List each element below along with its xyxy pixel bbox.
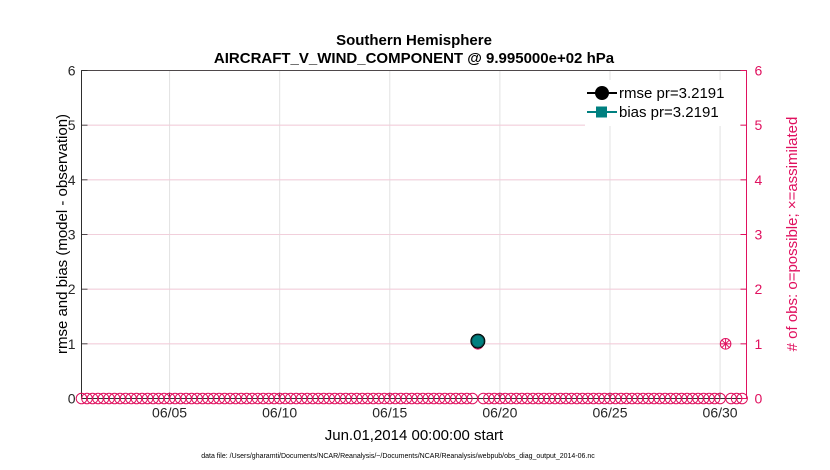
y-tick-label: 5 (68, 117, 76, 133)
x-tick-label: 06/20 (482, 405, 517, 421)
y2-tick-label: 1 (755, 336, 763, 352)
y2-tick-label: 4 (755, 172, 763, 188)
y-tick-label: 0 (68, 391, 76, 407)
y2-tick-label: 2 (755, 281, 763, 297)
y2-tick-label: 5 (755, 117, 763, 133)
data-file-footer: data file: /Users/gharamti/Documents/NCA… (201, 453, 595, 460)
y-tick-label: 2 (68, 281, 76, 297)
y2-tick-label: 6 (755, 63, 763, 79)
y-tick-label: 1 (68, 336, 76, 352)
data-series (470, 95, 734, 349)
bias-point (471, 334, 485, 348)
y-axis-label: rmse and bias (model - observation) (54, 114, 71, 354)
obs-possible-marker (461, 392, 473, 405)
x-tick-label: 06/05 (152, 405, 187, 421)
obs-possible-series (75, 338, 748, 405)
chart-subtitle: AIRCRAFT_V_WIND_COMPONENT @ 9.995000e+02… (214, 50, 615, 67)
y2-tick-label: 0 (755, 391, 763, 407)
legend-label: rmse pr=3.2191 (619, 85, 724, 102)
y2-axis-label: # of obs: o=possible; ×=assimilated (784, 117, 801, 352)
y2-tick-label: 3 (755, 227, 763, 243)
legend-marker-square (596, 106, 607, 118)
y-axis-left: 0 1 2 3 4 5 6 (68, 63, 88, 407)
x-tick-label: 06/30 (703, 405, 738, 421)
x-tick-label: 06/15 (372, 405, 407, 421)
obs-possible-marker (708, 392, 721, 405)
x-axis: 06/05 06/10 06/15 06/20 06/25 06/30 (81, 392, 747, 421)
x-tick-label: 06/25 (592, 405, 627, 421)
legend: rmse pr=3.2191 bias pr=3.2191 (585, 80, 740, 126)
chart-title: Southern Hemisphere (336, 32, 492, 49)
legend-label: bias pr=3.2191 (619, 104, 719, 121)
obs-possible-marker (736, 392, 748, 405)
y-tick-label: 6 (68, 63, 76, 79)
x-axis-label: Jun.01,2014 00:00:00 start (325, 427, 504, 444)
y-tick-label: 4 (68, 172, 76, 188)
x-tick-label: 06/10 (262, 405, 297, 421)
obs-possible-marker (730, 392, 743, 405)
legend-marker-circle (595, 86, 609, 100)
legend-box (585, 80, 740, 126)
y-axis-right: 0 1 2 3 4 5 6 (740, 63, 763, 407)
y-tick-label: 3 (68, 227, 76, 243)
